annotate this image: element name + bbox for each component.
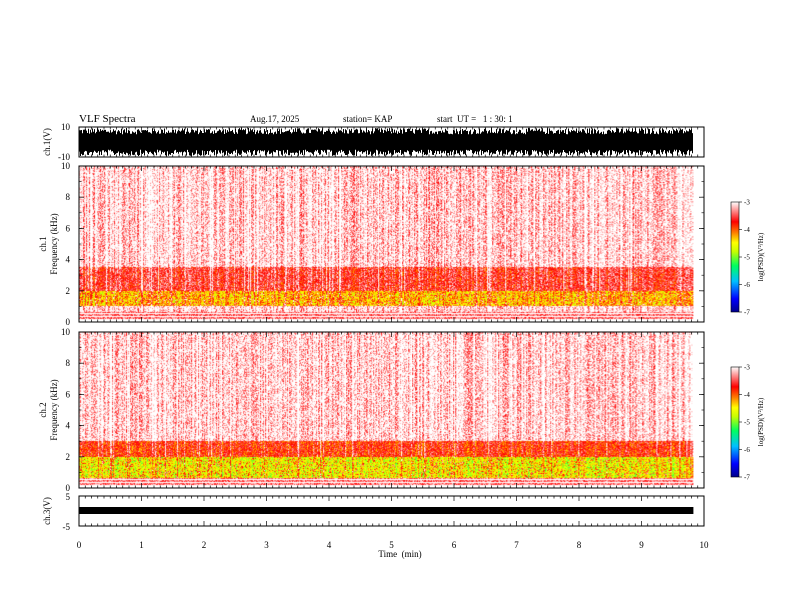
ch1-ylabel: ch.1(V)	[42, 128, 52, 156]
ch1-spec-ylabel-line1: ch.1	[38, 236, 48, 251]
ch3-waveform-panel: 5 -5 ch.3(V)	[42, 492, 705, 532]
x-tick-label: 1	[139, 540, 144, 550]
ch3-waveform-trace	[79, 507, 694, 514]
ch1-spectrogram-image	[79, 166, 694, 322]
start-time-label: start UT = 1 : 30: 1	[437, 114, 513, 124]
ch2-colorbar: -3 -4 -5 -6 -7 log(PSD)(V²/Hz)	[730, 364, 765, 482]
x-tick-label: 2	[202, 540, 207, 550]
ch1-spectrogram-panel: 0 2 4 6 8 10 ch.1 Frequency (kHz)	[38, 161, 705, 327]
ch1-colorbar-tick-label: -6	[744, 281, 750, 289]
ch2-colorbar-tick-label: -4	[744, 391, 750, 399]
ch1-spec-ytick-label: 6	[66, 223, 71, 233]
ch1-ytick-top: 10	[61, 122, 71, 132]
ch2-spec-ytick-label: 0	[66, 483, 71, 493]
x-axis-label: Time (min)	[378, 549, 421, 559]
ch2-spec-ylabel-line2: Frequency (kHz)	[49, 379, 59, 440]
ch2-spec-ylabel-line1: ch.2	[38, 402, 48, 417]
x-tick-label: 10	[700, 540, 710, 550]
station-label: station= KAP	[343, 114, 392, 124]
ch2-spec-ytick-label: 8	[66, 358, 71, 368]
x-tick-label: 5	[389, 540, 394, 550]
ch1-colorbar-tick-label: -4	[744, 226, 750, 234]
x-tick-label: 4	[327, 540, 332, 550]
ch2-colorbar-tick-label: -6	[744, 446, 750, 454]
ch3-ytick-bottom: -5	[63, 522, 71, 532]
ch2-spectrogram-image	[79, 332, 694, 488]
date-label: Aug.17, 2025	[250, 114, 300, 124]
x-tick-label: 8	[577, 540, 582, 550]
ch1-colorbar-label: log(PSD)(V²/Hz)	[757, 232, 765, 281]
chart-title: VLF Spectra	[79, 113, 136, 125]
ch2-spectrogram-panel: 0 2 4 6 8 10 ch.2 Frequency (kHz)	[38, 327, 705, 493]
ch2-spec-ytick-label: 4	[66, 421, 71, 431]
ch1-spec-ytick-label: 4	[66, 255, 71, 265]
ch1-spec-ylabel-line2: Frequency (kHz)	[49, 213, 59, 274]
x-tick-label: 6	[452, 540, 457, 550]
ch1-colorbar-tick-label: -7	[744, 309, 750, 317]
ch2-colorbar-tick-label: -5	[744, 419, 750, 427]
x-tick-label: 9	[639, 540, 644, 550]
ch1-ytick-bottom: -10	[58, 152, 70, 162]
ch1-spec-ytick-label: 8	[66, 192, 71, 202]
ch2-spec-ytick-label: 2	[66, 452, 71, 462]
ch2-spec-ytick-label: 10	[61, 327, 71, 337]
x-tick-label: 0	[77, 540, 82, 550]
ch2-colorbar-gradient	[730, 366, 740, 478]
x-tick-label: 3	[264, 540, 269, 550]
ch1-waveform-panel: 10 -10 ch.1(V)	[42, 122, 705, 162]
ch1-spec-ytick-label: 2	[66, 286, 71, 296]
ch1-spec-ytick-label: 10	[61, 161, 71, 171]
ch3-ylabel: ch.3(V)	[42, 497, 52, 525]
ch1-colorbar: -3 -4 -5 -6 -7 log(PSD)(V²/Hz)	[730, 199, 765, 317]
ch2-colorbar-tick-label: -3	[744, 364, 750, 372]
ch2-colorbar-label: log(PSD)(V²/Hz)	[757, 397, 765, 446]
ch1-colorbar-gradient	[730, 201, 740, 313]
ch1-spec-ytick-label: 0	[66, 317, 71, 327]
ch1-colorbar-tick-label: -3	[744, 199, 750, 207]
ch3-ytick-top: 5	[66, 492, 71, 502]
ch2-spec-ytick-label: 6	[66, 389, 71, 399]
ch1-waveform-trace	[79, 128, 693, 156]
ch1-colorbar-tick-label: -5	[744, 254, 750, 262]
x-tick-label: 7	[514, 540, 519, 550]
ch2-colorbar-tick-label: -7	[744, 474, 750, 482]
